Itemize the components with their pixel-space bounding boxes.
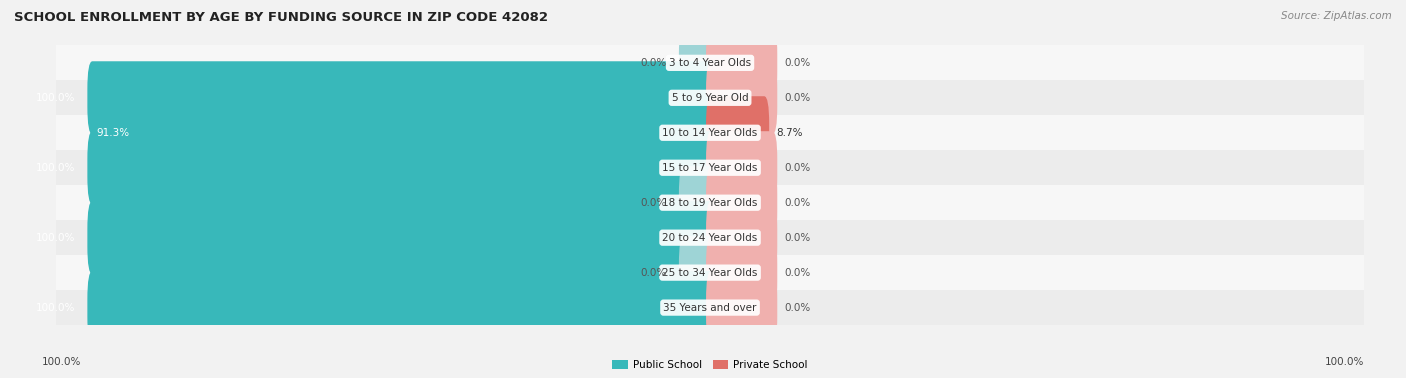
Text: 0.0%: 0.0% [785, 93, 811, 103]
Text: 100.0%: 100.0% [35, 93, 75, 103]
Text: 0.0%: 0.0% [785, 268, 811, 277]
Text: 10 to 14 Year Olds: 10 to 14 Year Olds [662, 128, 758, 138]
Text: 100.0%: 100.0% [35, 233, 75, 243]
Text: 0.0%: 0.0% [640, 268, 666, 277]
Text: 100.0%: 100.0% [35, 303, 75, 313]
Text: 20 to 24 Year Olds: 20 to 24 Year Olds [662, 233, 758, 243]
Bar [56, 81, 1364, 115]
FancyBboxPatch shape [679, 166, 716, 239]
FancyBboxPatch shape [706, 26, 778, 99]
FancyBboxPatch shape [706, 236, 778, 309]
Text: 0.0%: 0.0% [785, 198, 811, 208]
Text: 15 to 17 Year Olds: 15 to 17 Year Olds [662, 163, 758, 173]
Text: 5 to 9 Year Old: 5 to 9 Year Old [672, 93, 748, 103]
Bar [56, 255, 1364, 290]
Text: 8.7%: 8.7% [776, 128, 803, 138]
FancyBboxPatch shape [706, 201, 778, 274]
Text: SCHOOL ENROLLMENT BY AGE BY FUNDING SOURCE IN ZIP CODE 42082: SCHOOL ENROLLMENT BY AGE BY FUNDING SOUR… [14, 11, 548, 24]
FancyBboxPatch shape [142, 96, 716, 169]
Text: 25 to 34 Year Olds: 25 to 34 Year Olds [662, 268, 758, 277]
Text: 100.0%: 100.0% [42, 357, 82, 367]
FancyBboxPatch shape [706, 271, 778, 344]
Text: 0.0%: 0.0% [640, 58, 666, 68]
FancyBboxPatch shape [706, 61, 778, 134]
FancyBboxPatch shape [87, 131, 716, 204]
Text: 91.3%: 91.3% [96, 128, 129, 138]
FancyBboxPatch shape [87, 61, 716, 134]
Bar [56, 115, 1364, 150]
FancyBboxPatch shape [706, 131, 778, 204]
Text: 35 Years and over: 35 Years and over [664, 303, 756, 313]
Bar [56, 150, 1364, 185]
FancyBboxPatch shape [87, 271, 716, 344]
Text: 0.0%: 0.0% [785, 58, 811, 68]
Legend: Public School, Private School: Public School, Private School [612, 360, 808, 370]
Bar [56, 45, 1364, 81]
FancyBboxPatch shape [679, 236, 716, 309]
Text: 18 to 19 Year Olds: 18 to 19 Year Olds [662, 198, 758, 208]
FancyBboxPatch shape [706, 96, 769, 169]
Bar [56, 290, 1364, 325]
Text: 0.0%: 0.0% [640, 198, 666, 208]
Text: 3 to 4 Year Olds: 3 to 4 Year Olds [669, 58, 751, 68]
FancyBboxPatch shape [87, 201, 716, 274]
Text: Source: ZipAtlas.com: Source: ZipAtlas.com [1281, 11, 1392, 21]
Bar [56, 185, 1364, 220]
FancyBboxPatch shape [706, 166, 778, 239]
Text: 0.0%: 0.0% [785, 233, 811, 243]
Bar [56, 220, 1364, 255]
Text: 100.0%: 100.0% [1324, 357, 1364, 367]
Text: 0.0%: 0.0% [785, 303, 811, 313]
FancyBboxPatch shape [679, 26, 716, 99]
Text: 100.0%: 100.0% [35, 163, 75, 173]
Text: 0.0%: 0.0% [785, 163, 811, 173]
